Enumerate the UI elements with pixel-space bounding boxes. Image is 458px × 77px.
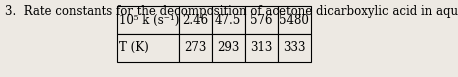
Text: 576: 576 (250, 14, 273, 26)
Bar (117, 6, 179, 34)
Text: 10⁵ k (s⁻¹): 10⁵ k (s⁻¹) (119, 14, 180, 26)
Text: 5480: 5480 (279, 14, 309, 26)
Bar (117, 34, 179, 62)
Text: 273: 273 (184, 41, 206, 54)
Bar (179, 34, 212, 62)
Text: 47.5: 47.5 (215, 14, 241, 26)
Text: 2.46: 2.46 (182, 14, 208, 26)
Bar (212, 34, 245, 62)
Bar (278, 34, 311, 62)
Bar (179, 6, 212, 34)
Text: 3.  Rate constants for the decomposition of acetone dicarboxylic acid in aqueous: 3. Rate constants for the decomposition … (5, 5, 458, 18)
Bar (278, 6, 311, 34)
Text: 313: 313 (250, 41, 272, 54)
Bar (245, 34, 278, 62)
Bar (245, 6, 278, 34)
Text: T (K): T (K) (119, 41, 149, 54)
Text: 333: 333 (283, 41, 305, 54)
Text: 293: 293 (217, 41, 239, 54)
Bar (212, 6, 245, 34)
